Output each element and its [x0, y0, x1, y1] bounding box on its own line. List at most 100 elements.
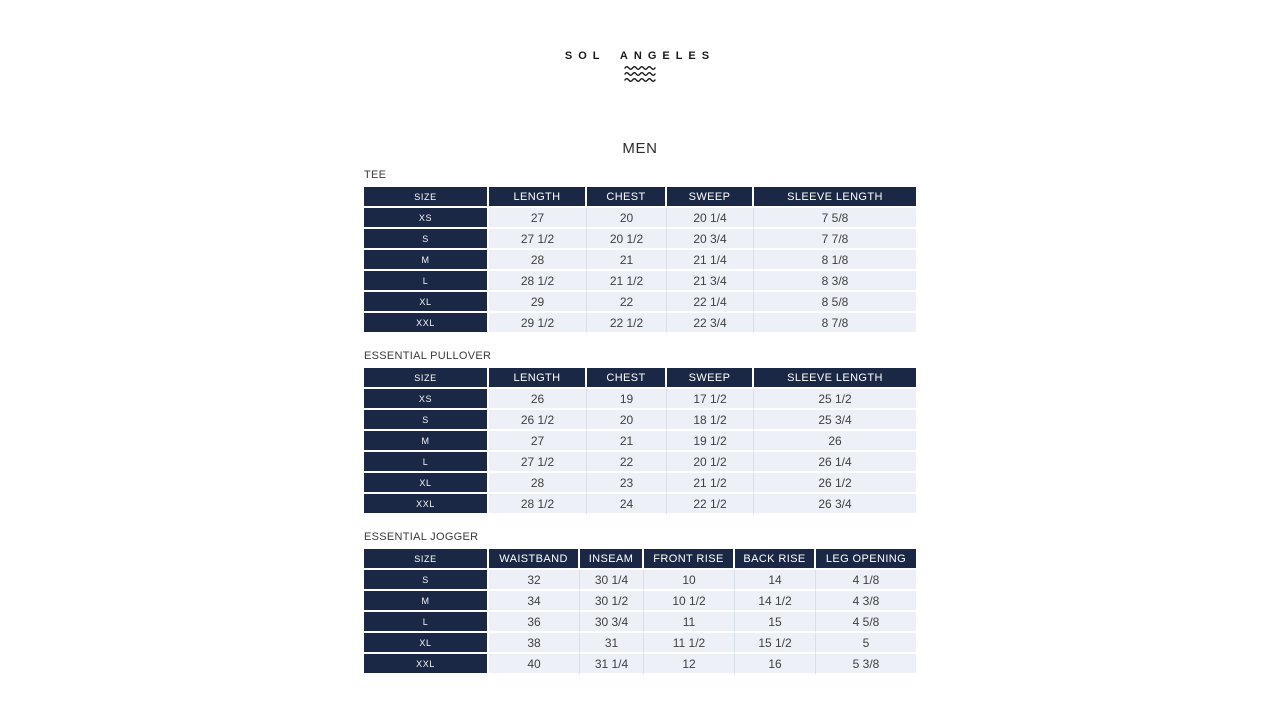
- value-cell: 30 1/2: [580, 591, 644, 612]
- table-row: XL 28 23 21 1/2 26 1/2: [364, 473, 916, 494]
- value-cell: 4 1/8: [816, 570, 916, 591]
- value-cell: 27 1/2: [489, 452, 587, 473]
- column-header-cell: BACK RISE: [735, 549, 816, 570]
- table-row: M 34 30 1/2 10 1/2 14 1/2 4 3/8: [364, 591, 916, 612]
- value-cell: 5: [816, 633, 916, 654]
- section-title: ESSENTIAL PULLOVER: [364, 350, 492, 362]
- value-cell: 16: [735, 654, 816, 675]
- size-cell: XL: [364, 473, 489, 494]
- value-cell: 28: [489, 250, 587, 271]
- value-cell: 28: [489, 473, 587, 494]
- size-cell: XL: [364, 633, 489, 654]
- value-cell: 26 1/2: [754, 473, 916, 494]
- value-cell: 30 1/4: [580, 570, 644, 591]
- value-cell: 8 3/8: [754, 271, 916, 292]
- value-cell: 25 1/2: [754, 389, 916, 410]
- column-header-cell: SLEEVE LENGTH: [754, 368, 916, 389]
- size-cell: S: [364, 410, 489, 431]
- size-cell: XXL: [364, 654, 489, 675]
- size-cell: L: [364, 452, 489, 473]
- value-cell: 38: [489, 633, 580, 654]
- value-cell: 26 1/2: [489, 410, 587, 431]
- table-row: L 28 1/2 21 1/2 21 3/4 8 3/8: [364, 271, 916, 292]
- value-cell: 8 1/8: [754, 250, 916, 271]
- size-chart-table: SIZE LENGTH CHEST SWEEP SLEEVE LENGTH XS 27 20 2…: [364, 187, 916, 334]
- value-cell: 5 3/8: [816, 654, 916, 675]
- value-cell: 18 1/2: [667, 410, 754, 431]
- value-cell: 20: [587, 410, 667, 431]
- value-cell: 22 3/4: [667, 313, 754, 334]
- brand-logo-text: SOL ANGELES: [564, 50, 716, 62]
- table-row: XS 27 20 20 1/4 7 5/8: [364, 208, 916, 229]
- waves-icon: [624, 66, 656, 82]
- value-cell: 28 1/2: [489, 494, 587, 515]
- size-cell: S: [364, 570, 489, 591]
- value-cell: 26 3/4: [754, 494, 916, 515]
- value-cell: 28 1/2: [489, 271, 587, 292]
- column-header-cell: SWEEP: [667, 187, 754, 208]
- value-cell: 20: [587, 208, 667, 229]
- value-cell: 19 1/2: [667, 431, 754, 452]
- value-cell: 24: [587, 494, 667, 515]
- value-cell: 34: [489, 591, 580, 612]
- value-cell: 31: [580, 633, 644, 654]
- value-cell: 36: [489, 612, 580, 633]
- table-row: L 36 30 3/4 11 15 4 5/8: [364, 612, 916, 633]
- size-cell: L: [364, 271, 489, 292]
- section-title: TEE: [364, 169, 387, 181]
- value-cell: 4 3/8: [816, 591, 916, 612]
- page-title: MEN: [622, 140, 658, 157]
- brand-header: SOL ANGELES: [0, 0, 1280, 84]
- column-header-cell: WAISTBAND: [489, 549, 580, 570]
- column-header-cell: LEG OPENING: [816, 549, 916, 570]
- value-cell: 8 5/8: [754, 292, 916, 313]
- value-cell: 20 1/4: [667, 208, 754, 229]
- value-cell: 20 3/4: [667, 229, 754, 250]
- table-row: XS 26 19 17 1/2 25 1/2: [364, 389, 916, 410]
- value-cell: 21 1/4: [667, 250, 754, 271]
- value-cell: 22: [587, 452, 667, 473]
- value-cell: 22 1/2: [667, 494, 754, 515]
- value-cell: 21: [587, 250, 667, 271]
- value-cell: 27: [489, 208, 587, 229]
- table-row: M 28 21 21 1/4 8 1/8: [364, 250, 916, 271]
- column-header-cell: FRONT RISE: [644, 549, 735, 570]
- section-title: ESSENTIAL JOGGER: [364, 531, 479, 543]
- value-cell: 21 3/4: [667, 271, 754, 292]
- value-cell: 23: [587, 473, 667, 494]
- size-chart-section: TEE SIZE LENGTH CHEST SWEEP SLEEVE LENGTH XS 27…: [364, 169, 916, 334]
- size-cell: XXL: [364, 313, 489, 334]
- value-cell: 27: [489, 431, 587, 452]
- value-cell: 29: [489, 292, 587, 313]
- value-cell: 12: [644, 654, 735, 675]
- value-cell: 11: [644, 612, 735, 633]
- table-row: XXL 40 31 1/4 12 16 5 3/8: [364, 654, 916, 675]
- value-cell: 22 1/4: [667, 292, 754, 313]
- size-charts: TEE SIZE LENGTH CHEST SWEEP SLEEVE LENGTH XS 27…: [364, 169, 916, 675]
- value-cell: 26: [489, 389, 587, 410]
- value-cell: 7 7/8: [754, 229, 916, 250]
- table-row: L 27 1/2 22 20 1/2 26 1/4: [364, 452, 916, 473]
- value-cell: 7 5/8: [754, 208, 916, 229]
- column-header-cell: CHEST: [587, 368, 667, 389]
- column-header-cell: INSEAM: [580, 549, 644, 570]
- value-cell: 8 7/8: [754, 313, 916, 334]
- value-cell: 21 1/2: [667, 473, 754, 494]
- value-cell: 29 1/2: [489, 313, 587, 334]
- size-chart-section: ESSENTIAL JOGGER SIZE WAISTBAND INSEAM FRONT…: [364, 531, 916, 675]
- value-cell: 40: [489, 654, 580, 675]
- value-cell: 15: [735, 612, 816, 633]
- value-cell: 22 1/2: [587, 313, 667, 334]
- size-cell: S: [364, 229, 489, 250]
- value-cell: 10 1/2: [644, 591, 735, 612]
- column-header-cell: LENGTH: [489, 368, 587, 389]
- value-cell: 14: [735, 570, 816, 591]
- size-chart-table: SIZE LENGTH CHEST SWEEP SLEEVE LENGTH XS 26 19 1…: [364, 368, 916, 515]
- table-row: S 26 1/2 20 18 1/2 25 3/4: [364, 410, 916, 431]
- column-header-cell: SLEEVE LENGTH: [754, 187, 916, 208]
- column-header-cell: LENGTH: [489, 187, 587, 208]
- value-cell: 27 1/2: [489, 229, 587, 250]
- value-cell: 21 1/2: [587, 271, 667, 292]
- table-row: XL 29 22 22 1/4 8 5/8: [364, 292, 916, 313]
